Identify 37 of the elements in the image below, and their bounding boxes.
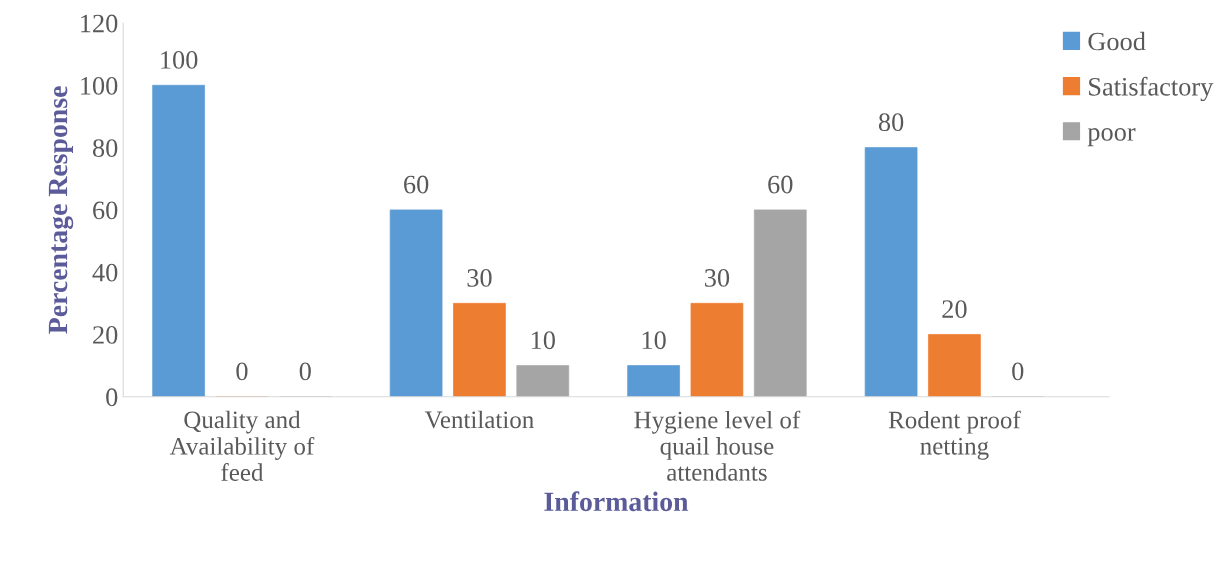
y-tick-label: 120: [81, 14, 118, 33]
y-axis-title: Percentage Response: [48, 86, 74, 334]
data-label: 0: [236, 362, 248, 381]
data-label: 60: [404, 175, 429, 194]
data-label: 10: [642, 331, 666, 350]
legend-label: Satisfactory: [1089, 76, 1214, 102]
bar: [516, 365, 570, 397]
x-axis-title: Information: [544, 491, 689, 512]
bar: [753, 209, 807, 397]
y-tick-label: 100: [81, 76, 118, 95]
bar: [928, 334, 981, 397]
data-label: 60: [768, 175, 793, 194]
data-label: 0: [1012, 362, 1024, 381]
bar: [627, 365, 680, 397]
data-label: 30: [705, 269, 730, 287]
x-tick-label: Quality and Availability of feed: [169, 410, 315, 481]
bar: [453, 302, 506, 397]
y-tick-label: 60: [93, 201, 118, 220]
data-label: 30: [467, 269, 492, 287]
y-tick-label: 40: [92, 263, 118, 282]
x-tick-label: Ventilation: [424, 410, 534, 429]
y-tick-label: 80: [92, 139, 118, 157]
y-tick-label: 20: [93, 326, 118, 344]
data-label: 10: [531, 331, 555, 350]
y-tick-label: 0: [106, 388, 118, 407]
legend-label: poor: [1087, 128, 1136, 147]
bar: [152, 84, 205, 397]
data-label: 100: [161, 51, 198, 69]
data-label: 0: [299, 362, 311, 381]
bar: [864, 147, 918, 397]
x-tick-label: Rodent proof netting: [888, 410, 1021, 460]
bar: [690, 302, 744, 397]
data-label: 20: [942, 300, 967, 318]
data-label: 80: [878, 113, 904, 132]
x-tick-label: Hygiene level of quail house attendants: [634, 410, 801, 481]
legend-label: Good: [1088, 31, 1146, 51]
bar: [389, 209, 443, 397]
